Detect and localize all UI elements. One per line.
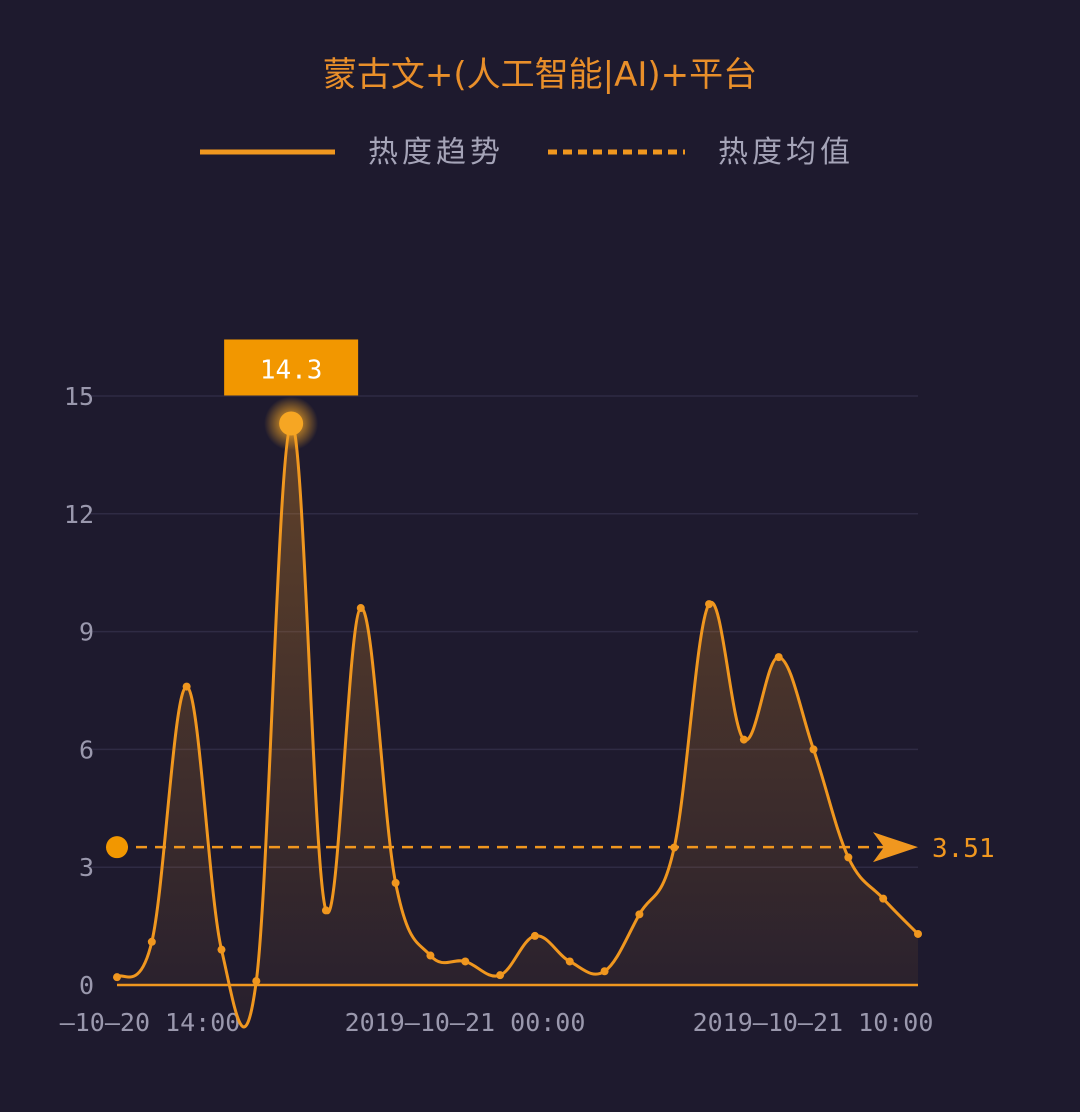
peak-label-box — [224, 339, 359, 396]
x-tick-label: 2019—10—21 10:00 — [693, 1008, 934, 1037]
data-point — [147, 937, 156, 946]
x-tick-label: 2019—10—21 00:00 — [345, 1008, 586, 1037]
data-point — [321, 906, 330, 915]
y-tick-label: 9 — [79, 618, 94, 647]
average-marker: 3.51 — [106, 832, 995, 864]
average-value-label: 3.51 — [932, 834, 995, 864]
data-point — [774, 653, 783, 662]
y-tick-label: 6 — [79, 735, 94, 764]
data-point — [600, 967, 609, 976]
data-points — [113, 600, 922, 986]
data-point — [635, 910, 644, 919]
peak-label: 14.3 — [260, 355, 323, 385]
data-point — [739, 735, 748, 744]
legend-average-label: 热度均值 — [718, 135, 854, 170]
x-axis-ticks: —10—20 14:00 2019—10—21 00:00 2019—10—21 1… — [60, 1008, 934, 1037]
data-point — [844, 853, 853, 862]
y-tick-label: 15 — [64, 382, 94, 411]
trend-area — [117, 423, 918, 1027]
average-arrow — [873, 832, 918, 863]
data-point — [391, 878, 400, 887]
data-point — [461, 957, 470, 966]
data-point — [217, 945, 226, 954]
data-point — [356, 604, 365, 613]
data-point — [705, 600, 714, 609]
data-point — [496, 971, 505, 980]
y-axis-ticks: 0 3 6 9 12 15 — [64, 382, 94, 1000]
x-tick-label: —10—20 14:00 — [60, 1008, 241, 1037]
legend: 热度趋势 热度均值 — [200, 135, 854, 170]
data-point — [530, 931, 539, 940]
y-tick-label: 0 — [79, 971, 94, 1000]
peak-marker: 14.3 — [224, 339, 359, 451]
y-tick-label: 3 — [79, 853, 94, 882]
data-point — [914, 929, 922, 938]
data-point — [113, 973, 121, 982]
average-start-dot — [106, 836, 128, 859]
data-point — [182, 682, 191, 691]
data-point — [879, 894, 888, 903]
y-tick-label: 12 — [64, 500, 94, 529]
chart-title: 蒙古文+(人工智能|AI)+平台 — [323, 55, 757, 95]
peak-point — [279, 411, 304, 436]
data-point — [809, 745, 818, 754]
trend-line — [115, 421, 920, 1029]
data-point — [426, 951, 435, 960]
data-point — [565, 957, 574, 966]
data-point — [252, 977, 261, 986]
legend-trend-label: 热度趋势 — [368, 135, 504, 170]
